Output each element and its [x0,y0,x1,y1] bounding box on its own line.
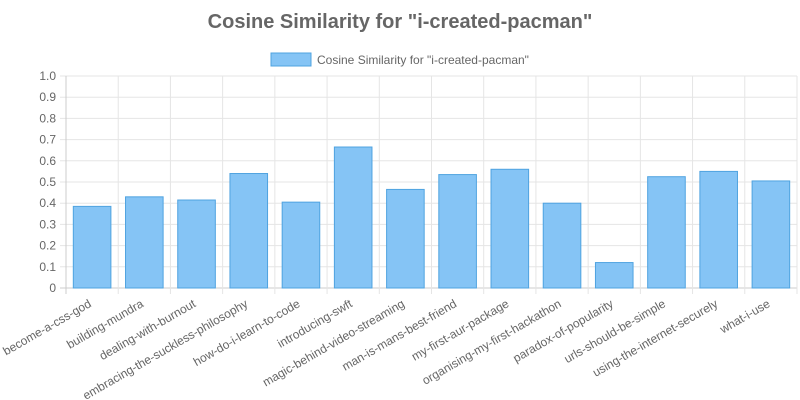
y-tick-label: 0.1 [39,260,56,274]
x-tick-label: become-a-css-god [1,296,94,358]
x-tick-label: what-i-use [717,296,773,336]
bar[interactable] [438,174,477,289]
bar[interactable] [647,176,686,289]
y-tick-label: 1.0 [39,69,56,83]
bar[interactable] [542,202,582,289]
legend-swatch [270,52,312,67]
y-tick-label: 0.7 [39,133,56,147]
legend: Cosine Similarity for "i-created-pacman" [270,52,529,67]
y-tick-label: 0.9 [39,90,56,104]
y-tick-label: 0.3 [39,217,56,231]
y-tick-label: 0 [49,281,56,295]
bar[interactable] [281,201,321,289]
y-tick-label: 0.2 [39,239,56,253]
bar[interactable] [490,168,530,289]
bar[interactable] [751,180,791,289]
bar[interactable] [594,262,634,289]
bar[interactable] [177,199,216,289]
y-tick-label: 0.5 [39,175,56,189]
legend-label: Cosine Similarity for "i-created-pacman" [317,53,529,67]
chart-title: Cosine Similarity for "i-created-pacman" [208,11,593,33]
bar[interactable] [333,146,373,289]
bar[interactable] [72,205,112,289]
y-tick-label: 0.8 [39,111,56,125]
bar[interactable] [699,170,738,289]
bar[interactable] [386,188,425,289]
bar[interactable] [125,196,164,289]
y-tick-label: 0.6 [39,154,56,168]
y-tick-label: 0.4 [39,196,56,210]
bar[interactable] [229,173,269,289]
